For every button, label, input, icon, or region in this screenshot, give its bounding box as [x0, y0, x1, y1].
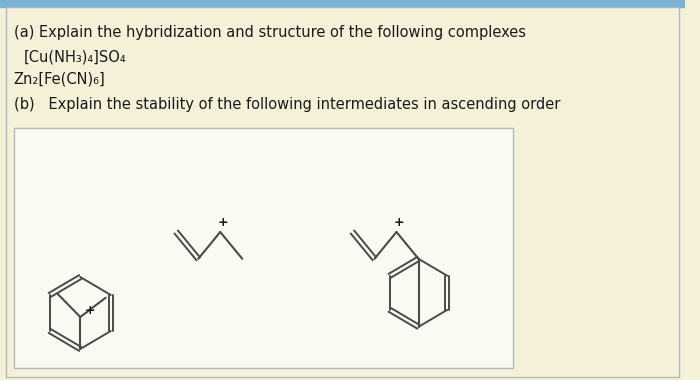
- Text: Zn₂[Fe(CN)₆]: Zn₂[Fe(CN)₆]: [14, 72, 106, 87]
- FancyBboxPatch shape: [14, 128, 513, 368]
- Text: (a) Explain the hybridization and structure of the following complexes: (a) Explain the hybridization and struct…: [14, 25, 526, 40]
- Text: (b)   Explain the stability of the following intermediates in ascending order: (b) Explain the stability of the followi…: [14, 97, 560, 112]
- Text: +: +: [218, 217, 228, 230]
- Text: +: +: [85, 304, 95, 318]
- Text: +: +: [394, 217, 405, 230]
- Bar: [0, 0, 685, 7]
- FancyBboxPatch shape: [6, 7, 680, 377]
- Text: [Cu(NH₃)₄]SO₄: [Cu(NH₃)₄]SO₄: [24, 50, 126, 65]
